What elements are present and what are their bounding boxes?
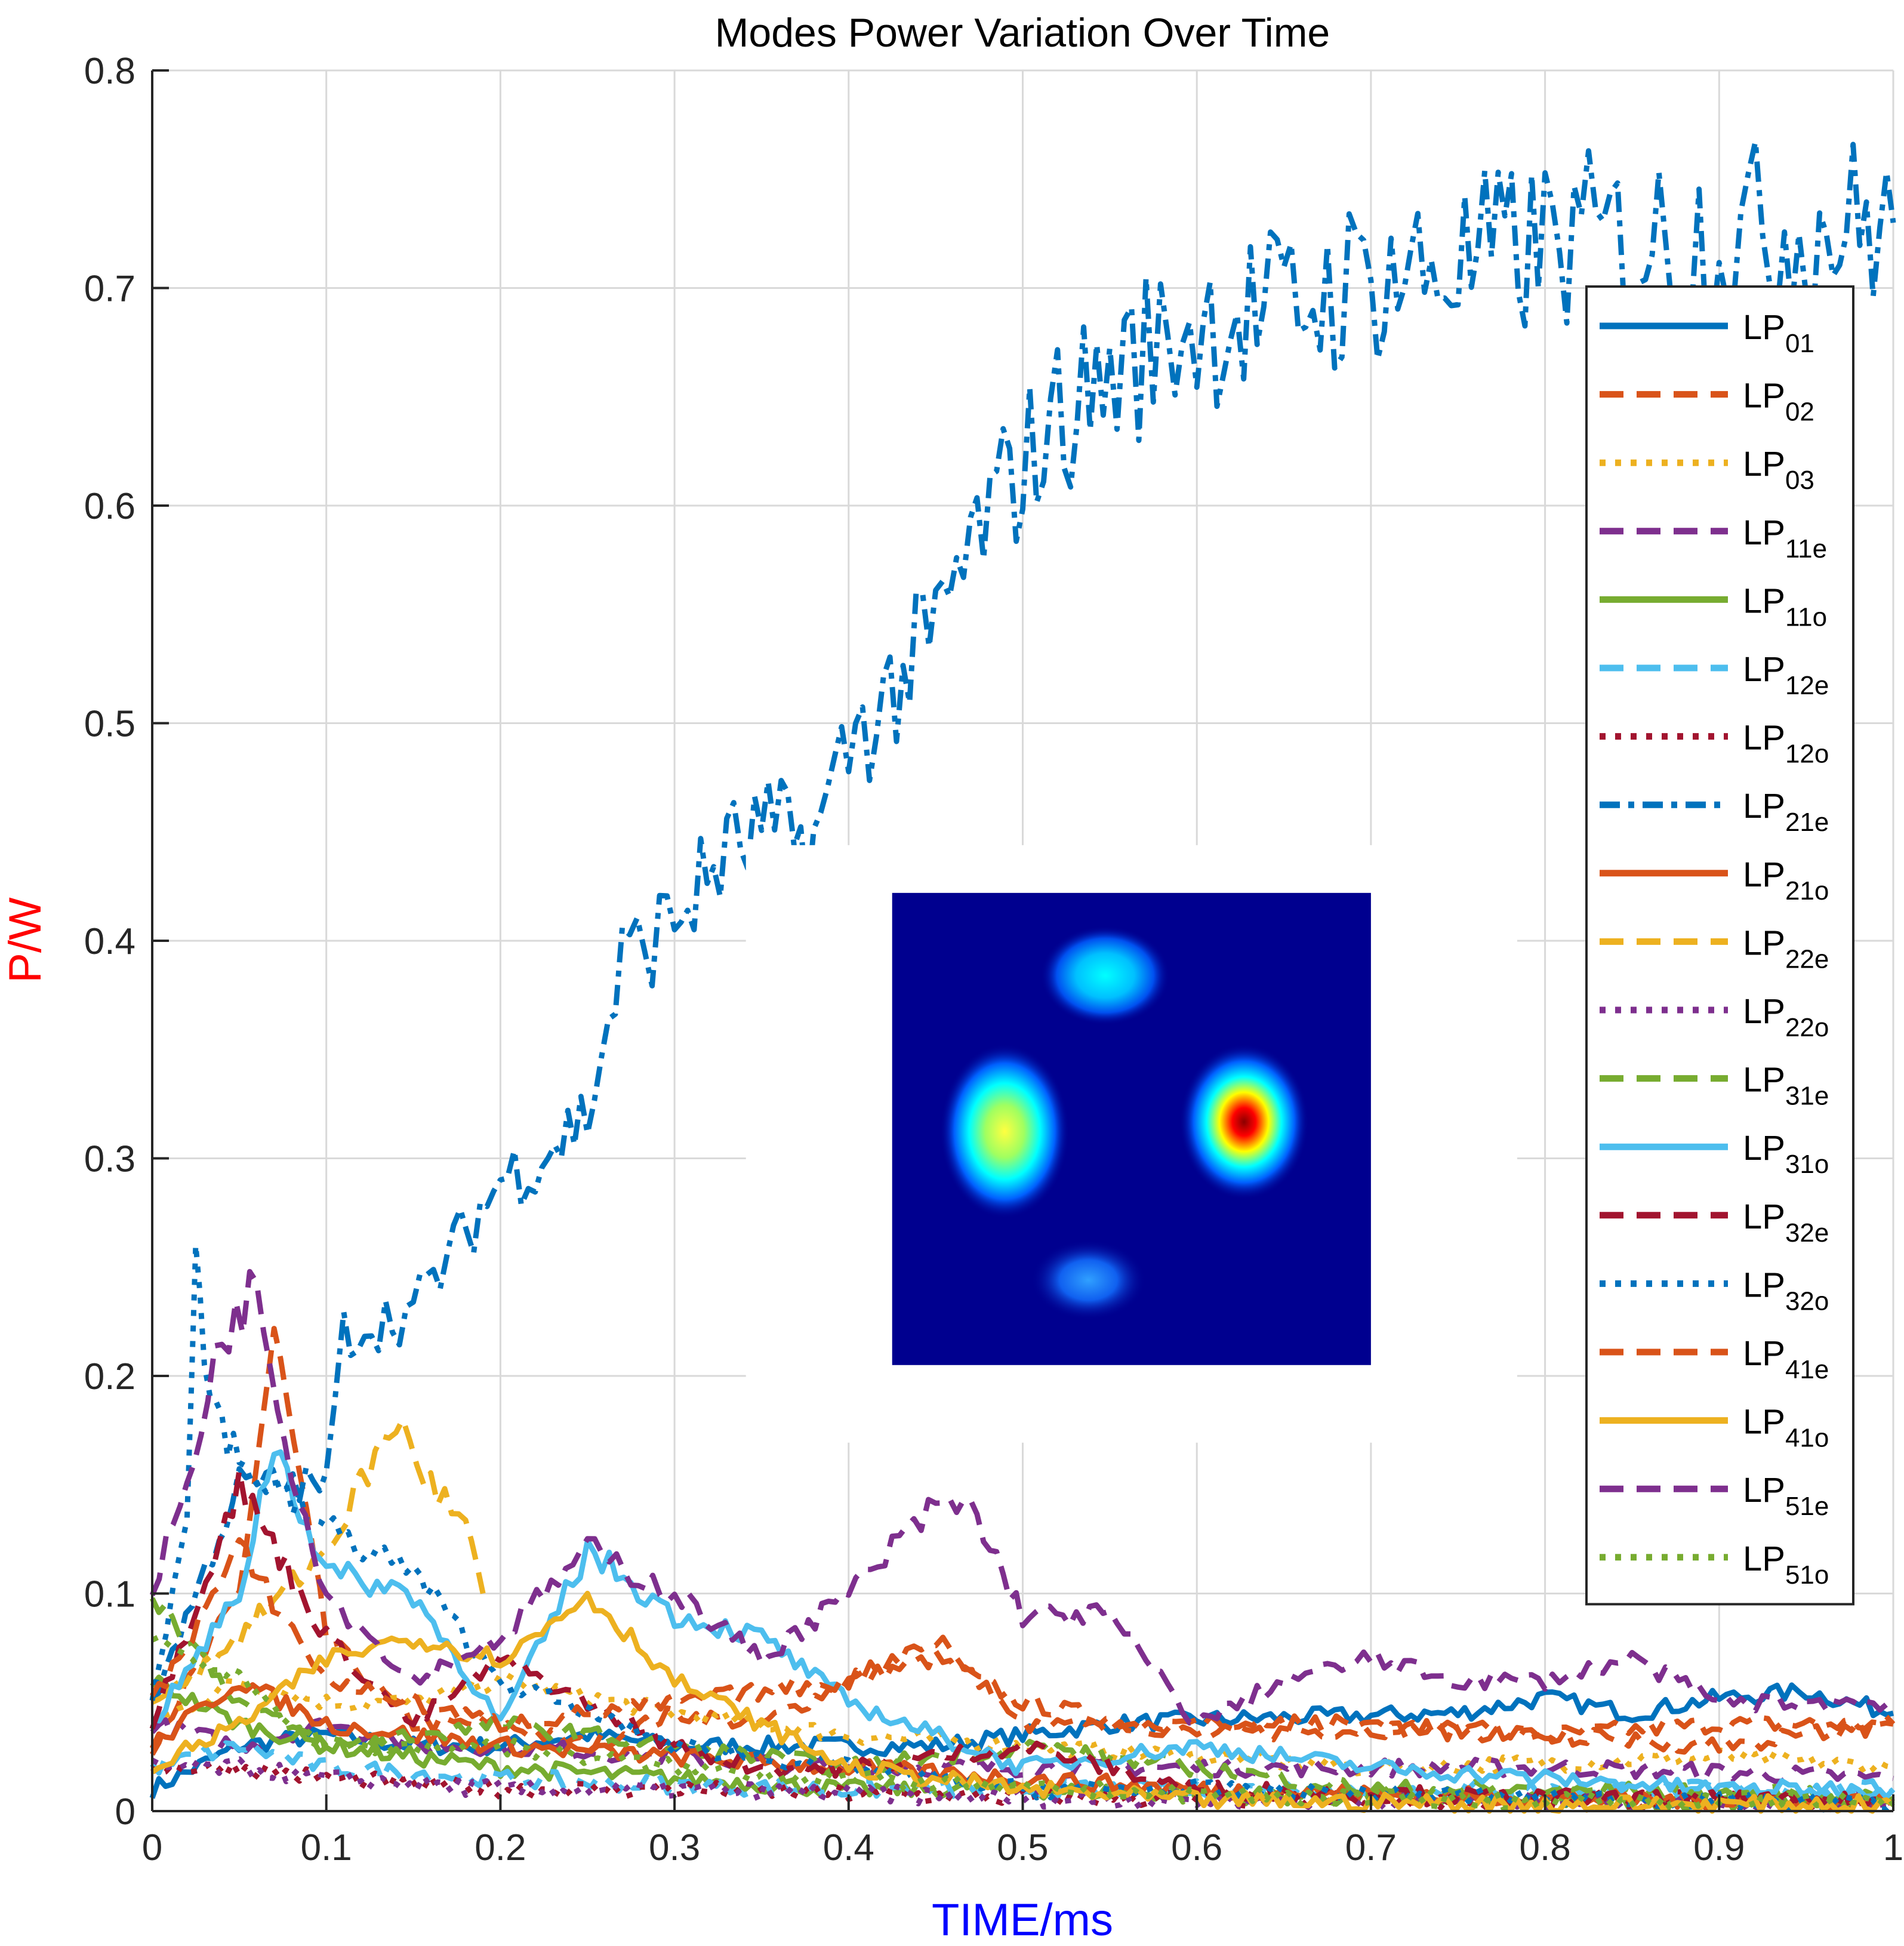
- series-line-LP21e: [150, 138, 1896, 1703]
- y-tick-label: 0.7: [84, 269, 135, 310]
- series-lines: [149, 138, 1896, 1814]
- series-line-LP51o: [151, 1634, 1895, 1812]
- legend-label-LP21o: LP21o: [1743, 855, 1829, 906]
- legend-label-LP12e: LP12e: [1743, 650, 1829, 700]
- x-tick-label: 0.7: [1345, 1827, 1397, 1868]
- series-line-LP41e: [150, 1537, 1894, 1755]
- series-line-LP11e: [150, 1717, 1894, 1784]
- inset-lobe-left: [939, 1043, 1070, 1219]
- x-tick-label: 1: [1883, 1827, 1903, 1868]
- series-line-LP02: [150, 1326, 1896, 1756]
- y-tick-label: 0.2: [84, 1356, 135, 1397]
- x-tick-label: 0.3: [649, 1827, 700, 1868]
- legend-label-LP31e: LP31e: [1743, 1061, 1829, 1111]
- inset-lobe-right: [1179, 1043, 1309, 1200]
- legend-label-LP51e: LP51e: [1743, 1471, 1829, 1521]
- y-tick-label: 0.4: [84, 921, 135, 962]
- y-tick-label: 0.6: [84, 486, 135, 527]
- legend-label-LP41e: LP41e: [1743, 1334, 1829, 1384]
- legend-label-LP41o: LP41o: [1743, 1403, 1829, 1453]
- series-line-LP32o: [149, 1242, 1896, 1813]
- legend-label-LP22e: LP22e: [1743, 923, 1829, 974]
- legend-label-LP11o: LP11o: [1743, 581, 1827, 632]
- x-tick-label: 0.1: [301, 1827, 352, 1868]
- series-line-LP03: [152, 1671, 1894, 1778]
- inset-lobe-top: [1040, 926, 1170, 1026]
- inset-mode-image: [745, 845, 1517, 1443]
- x-tick-label: 0.8: [1519, 1827, 1570, 1868]
- series-line-LP32e: [149, 1467, 1894, 1812]
- series-line-LP31o: [151, 1449, 1896, 1800]
- chart-title: Modes Power Variation Over Time: [715, 10, 1330, 56]
- legend: LP01 LP02 LP03 LP11e LP11o LP12e LP12o LP21e LP2…: [1585, 285, 1854, 1606]
- x-tick-label: 0.2: [475, 1827, 526, 1868]
- inset-lobe-bottom: [1031, 1240, 1146, 1320]
- y-tick-label: 0.8: [84, 51, 135, 92]
- y-tick-label: 0.1: [84, 1574, 135, 1615]
- legend-label-LP32o: LP32o: [1743, 1265, 1829, 1316]
- tick-labels: 0 0.1 0.2 0.3 0.4 0.5 0.6 0.7 0.8 0.9 1 0 0.1 0.2 0.3 0…: [84, 51, 1903, 1868]
- x-tick-label: 0.5: [997, 1827, 1048, 1868]
- x-tick-label: 0.9: [1693, 1827, 1745, 1868]
- series-line-LP41o: [150, 1590, 1895, 1814]
- legend-label-LP11e: LP11e: [1743, 513, 1827, 564]
- y-tick-label: 0.5: [84, 704, 135, 745]
- legend-label-LP22o: LP22o: [1743, 992, 1829, 1042]
- legend-label-LP32e: LP32e: [1743, 1197, 1829, 1248]
- legend-label-LP03: LP03: [1743, 445, 1814, 495]
- legend-label-LP21e: LP21e: [1743, 787, 1829, 837]
- series-line-LP51e: [149, 1268, 1894, 1726]
- legend-label-LP31o: LP31o: [1743, 1129, 1829, 1179]
- legend-label-LP02: LP02: [1743, 377, 1814, 427]
- series-line-LP22o: [150, 1756, 1894, 1813]
- y-axis-label: P/W: [0, 897, 51, 983]
- legend-label-LP12o: LP12o: [1743, 719, 1829, 769]
- y-tick-label: 0: [115, 1791, 135, 1833]
- legend-box: [1585, 285, 1854, 1606]
- series-line-LP31e: [149, 1597, 1895, 1808]
- x-tick-label: 0: [142, 1827, 162, 1868]
- axes: [151, 69, 1894, 1812]
- y-tick-label: 0.3: [84, 1139, 135, 1180]
- legend-label-LP01: LP01: [1743, 308, 1814, 358]
- x-tick-label: 0.6: [1171, 1827, 1222, 1868]
- legend-label-LP51o: LP51o: [1743, 1539, 1829, 1590]
- x-tick-label: 0.4: [823, 1827, 874, 1868]
- x-axis-label: TIME/ms: [932, 1895, 1113, 1943]
